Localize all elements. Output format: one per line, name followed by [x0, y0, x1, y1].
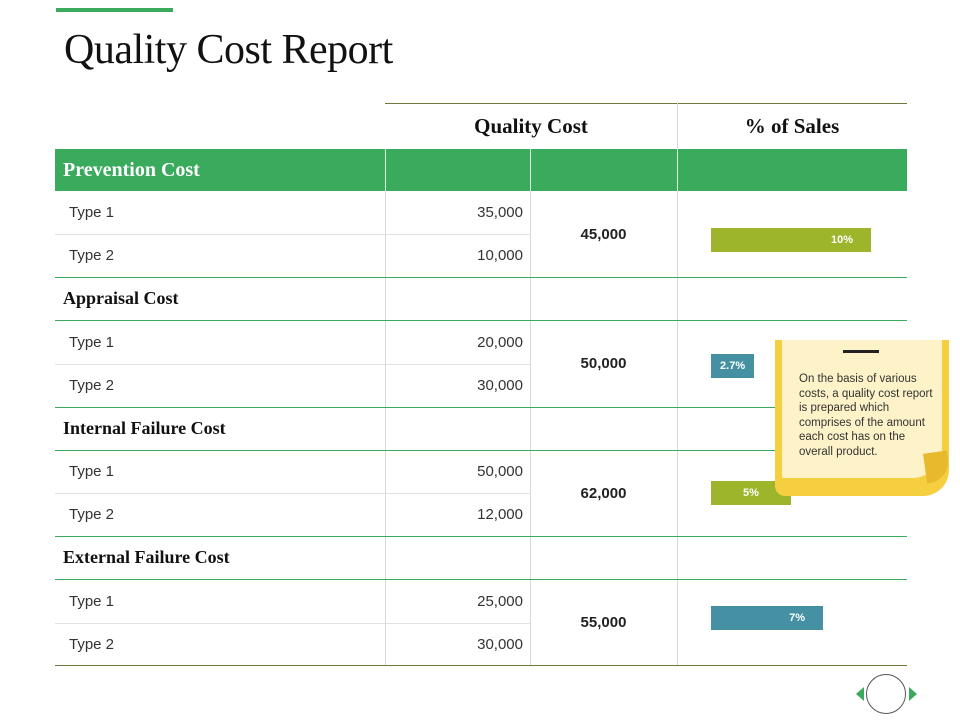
section-total: 45,000: [580, 225, 627, 243]
row-rule: [55, 364, 530, 365]
section-label-appraisal: Appraisal Cost: [63, 288, 179, 308]
section-total: 62,000: [580, 484, 627, 502]
circle-icon[interactable]: [866, 674, 906, 714]
quality-cost-table: Quality Cost % of Sales Prevention Cost …: [55, 103, 907, 666]
band-separator: [530, 149, 531, 191]
cost-value: 12,000: [477, 506, 523, 523]
cost-value: 25,000: [477, 592, 523, 610]
section-rule: [55, 579, 907, 580]
header-top-rule: [385, 103, 907, 104]
type-label: Type 2: [69, 506, 115, 523]
row-rule: [55, 623, 530, 624]
title-accent-line: [56, 8, 173, 12]
type-label: Type 2: [69, 635, 115, 653]
pct-sales-bar: 10%: [711, 228, 871, 252]
type-label: Type 2: [69, 247, 115, 264]
grid-vline: [530, 191, 531, 666]
grid-vline: [385, 191, 386, 666]
band-separator: [385, 149, 386, 191]
section-label-external-failure: External Failure Cost: [63, 547, 230, 567]
type-label: Type 1: [69, 204, 115, 221]
type-label: Type 1: [69, 333, 115, 351]
grid-vline: [677, 191, 678, 666]
cost-value: 20,000: [477, 333, 523, 351]
section-total: 55,000: [580, 613, 627, 631]
note-dash-icon: [843, 350, 879, 353]
type-label: Type 2: [69, 377, 115, 394]
prevention-header-band: [55, 149, 907, 191]
band-separator: [677, 149, 678, 191]
section-rule: [55, 450, 907, 451]
row-rule: [55, 493, 530, 494]
table-bottom-rule: [55, 665, 907, 666]
sticky-note: On the basis of various costs, a quality…: [775, 340, 951, 498]
column-header-pct-sales: % of Sales: [744, 113, 840, 138]
header-divider: [677, 103, 678, 149]
triangle-right-icon[interactable]: [909, 687, 917, 701]
page-title: Quality Cost Report: [64, 27, 393, 73]
cost-value: 35,000: [477, 204, 523, 221]
section-rule: [55, 277, 907, 278]
cost-value: 30,000: [477, 635, 523, 653]
section-total: 50,000: [580, 355, 627, 372]
section-label-internal-failure: Internal Failure Cost: [63, 418, 226, 438]
note-paper: [782, 340, 942, 478]
cost-value: 10,000: [477, 247, 523, 264]
section-label-prevention: Prevention Cost: [63, 158, 200, 181]
pct-sales-bar: 2.7%: [711, 354, 755, 378]
triangle-left-icon[interactable]: [856, 687, 864, 701]
column-header-quality-cost: Quality Cost: [474, 113, 588, 138]
row-rule: [55, 234, 530, 235]
section-rule: [55, 320, 907, 321]
type-label: Type 1: [69, 592, 115, 610]
note-text: On the basis of various costs, a quality…: [799, 373, 933, 458]
pct-sales-bar: 7%: [711, 606, 823, 630]
slide-navigation: [856, 674, 918, 718]
cost-value: 50,000: [477, 463, 523, 480]
section-rule: [55, 536, 907, 537]
cost-value: 30,000: [477, 377, 523, 394]
type-label: Type 1: [69, 463, 115, 480]
section-rule: [55, 407, 907, 408]
